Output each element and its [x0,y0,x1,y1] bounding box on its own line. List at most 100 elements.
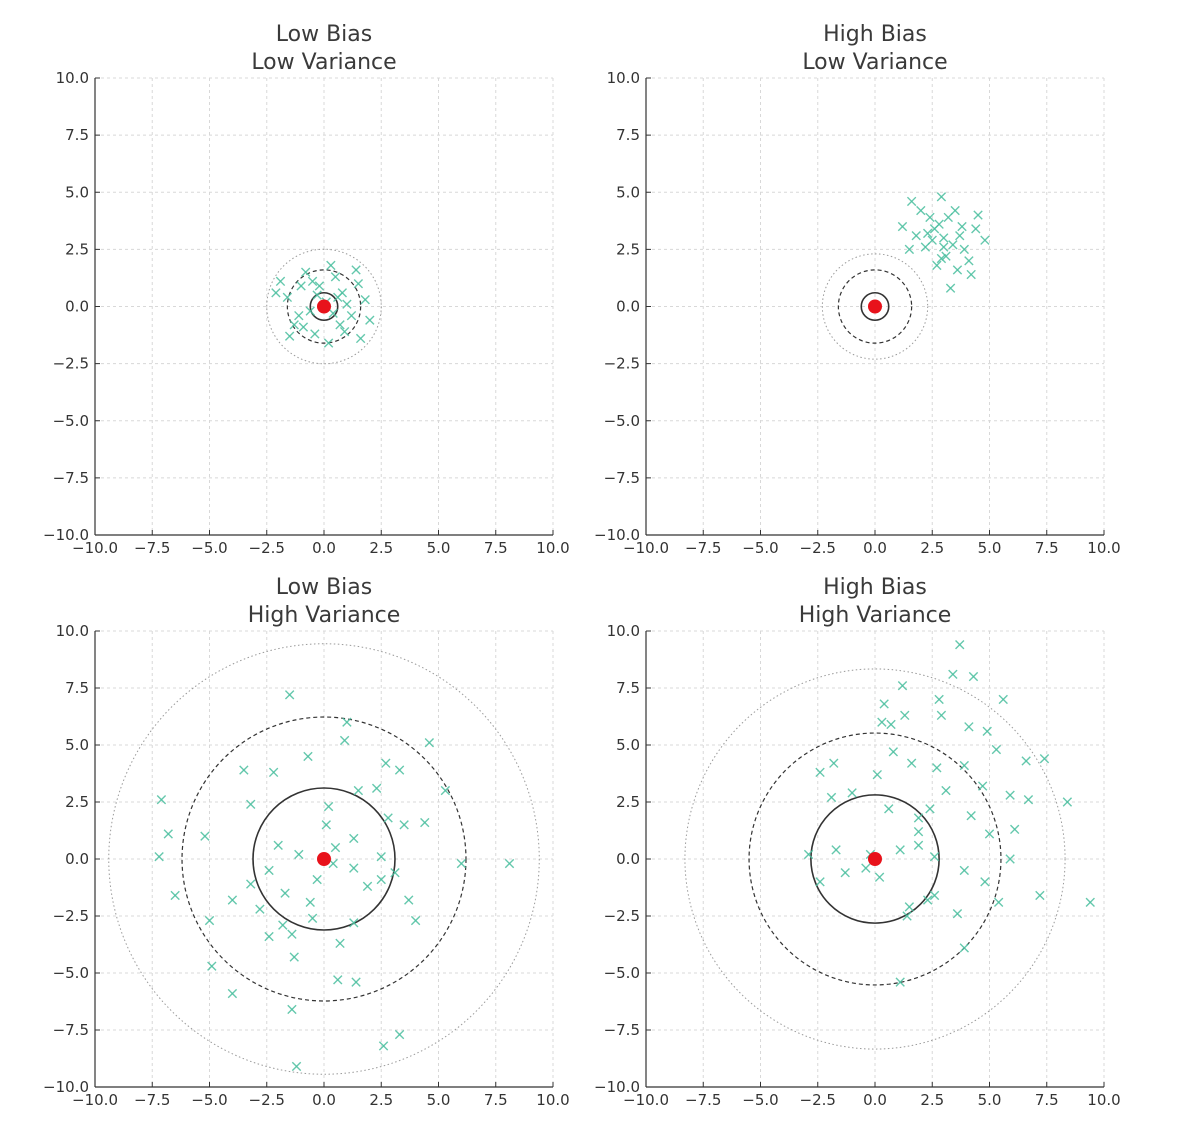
data-point [929,852,940,862]
data-point [1023,795,1034,805]
y-tick-label: 7.5 [65,679,89,697]
data-point [982,726,992,737]
data-point [333,975,343,985]
data-point [349,918,359,928]
data-point [355,333,366,344]
data-point [959,760,970,771]
data-point [287,929,297,939]
target-ring [286,269,362,344]
target-ring [860,291,890,322]
data-point [264,931,274,942]
data-point [303,751,313,762]
y-tick-label: 10.0 [56,69,89,87]
y-tick-label: 7.5 [616,126,640,144]
data-point [948,669,958,680]
data-point [925,804,935,814]
data-point [906,196,917,207]
y-tick-label: 0.0 [616,850,640,868]
data-point [927,235,937,245]
data-point [294,849,304,860]
data-point [353,278,364,289]
data-point [296,281,306,291]
target-ring [748,732,1002,986]
y-tick-label: −5.0 [53,964,89,982]
data-point [902,911,912,921]
data-point [410,915,421,926]
subplot-4: −10.0−10.0 −7.5 −7.5 −5.0 −5.0 −2.5 −2.5 0.0 0.0… [594,575,1121,1109]
x-tick-label: −2.5 [800,1091,836,1109]
data-point [246,799,256,809]
x-tick-label: −2.5 [800,539,836,557]
x-tick-label: −5.0 [191,539,227,557]
x-tick-label: −5.0 [742,539,778,557]
subplot-title-line2: High Variance [799,603,952,628]
data-point [964,722,974,732]
data-point [312,290,322,300]
data-point [900,710,910,721]
data-point [271,288,281,298]
data-point [973,210,983,220]
data-point [275,276,286,287]
data-point [284,690,295,700]
data-point [929,890,940,901]
y-tick-label: 7.5 [65,126,89,144]
data-point [456,858,467,869]
data-point [323,338,334,348]
data-point [941,785,951,796]
data-point [339,326,350,337]
data-point [280,888,290,898]
data-point [826,792,837,803]
data-point [991,744,1002,755]
data-point [950,205,960,216]
data-point [939,242,949,252]
x-tick-label: −5.0 [191,1091,227,1109]
data-point [255,904,265,914]
data-point [351,265,361,275]
target-ring [108,643,540,1075]
y-tick-label: −10.0 [594,1078,640,1096]
data-point [945,283,956,293]
x-tick-label: −7.5 [685,539,721,557]
x-tick-label: −10.0 [72,1091,118,1109]
subplot-title-line2: High Variance [248,603,401,628]
y-tick-label: −10.0 [594,526,640,544]
y-tick-label: 2.5 [65,793,89,811]
data-point [204,915,215,926]
data-point [847,788,857,798]
data-point [888,747,899,757]
data-point [971,224,981,234]
data-point [1021,756,1031,766]
data-point [1085,897,1095,908]
data-point [376,874,386,885]
x-tick-label: 0.0 [863,1091,887,1109]
x-tick-label: 10.0 [1087,1091,1120,1109]
data-point [378,1041,389,1051]
data-point [916,205,926,216]
target-ring [837,269,913,344]
y-tick-label: 7.5 [616,679,640,697]
data-point [330,272,341,282]
x-tick-label: 5.0 [978,1091,1002,1109]
data-point [872,769,882,780]
data-point [922,895,933,905]
y-tick-label: −7.5 [53,1021,89,1039]
x-tick-label: 2.5 [920,539,944,557]
y-tick-label: 10.0 [607,622,640,640]
data-point [346,310,357,321]
target-ring [810,794,940,924]
x-tick-label: 5.0 [978,539,1002,557]
data-point [305,306,315,316]
subplot-title-line1: High Bias [823,575,927,600]
x-tick-label: 2.5 [920,1091,944,1109]
y-tick-label: 0.0 [65,850,89,868]
data-point [289,320,299,330]
y-tick-label: −7.5 [604,1021,640,1039]
data-point [349,863,359,873]
y-tick-label: −5.0 [53,412,89,430]
data-point [913,840,924,851]
data-point [948,240,958,250]
data-point [360,294,370,305]
data-point [906,758,917,768]
data-point [335,938,345,949]
data-point [420,817,430,828]
